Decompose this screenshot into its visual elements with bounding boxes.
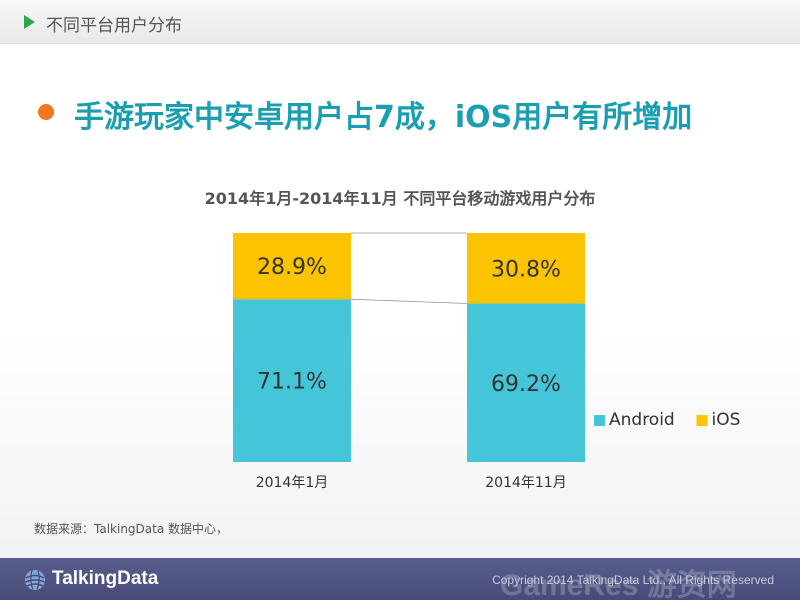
copyright-text: Copyright 2014 TalkingData Ltd., All Rig… [492,573,774,587]
play-triangle-icon [24,15,35,29]
category-label: 2014年11月 [485,475,566,491]
bar-segment-ios [467,233,585,304]
legend-swatch-android [594,415,605,426]
bar-segment-android [233,299,351,462]
connector-line-mid [350,298,468,304]
legend-swatch-ios [696,415,708,426]
bar-segment-android [467,303,585,462]
footer-bar: TalkingData GameRes 游资网 Copyright 2014 T… [0,558,800,600]
section-header: 不同平台用户分布 [0,0,800,44]
data-label: 30.8% [491,257,561,282]
headline: 手游玩家中安卓用户占7成，iOS用户有所增加 [74,100,693,135]
category-label: 2014年1月 [256,475,329,491]
chart-title: 2014年1月-2014年11月 不同平台移动游戏用户分布 [204,189,596,208]
data-label: 71.1% [257,370,327,395]
logo-text: TalkingData [52,568,159,589]
bullet-dot-icon [38,104,54,120]
bar-segment-ios [233,233,351,300]
source-note: 数据来源：TalkingData 数据中心， [34,522,229,536]
legend-label-android: Android [609,410,675,430]
talkingdata-logo-icon [25,570,45,590]
data-label: 69.2% [491,372,561,397]
data-label: 28.9% [257,255,327,280]
section-title: 不同平台用户分布 [46,16,182,36]
stacked-bar-chart: 71.1% 28.9% 2014年1月 69.2% 30.8% 2014年11月 Andro… [233,232,741,491]
legend-label-ios: iOS [712,410,741,430]
watermark-text: GameRes 游资网 [500,569,737,600]
